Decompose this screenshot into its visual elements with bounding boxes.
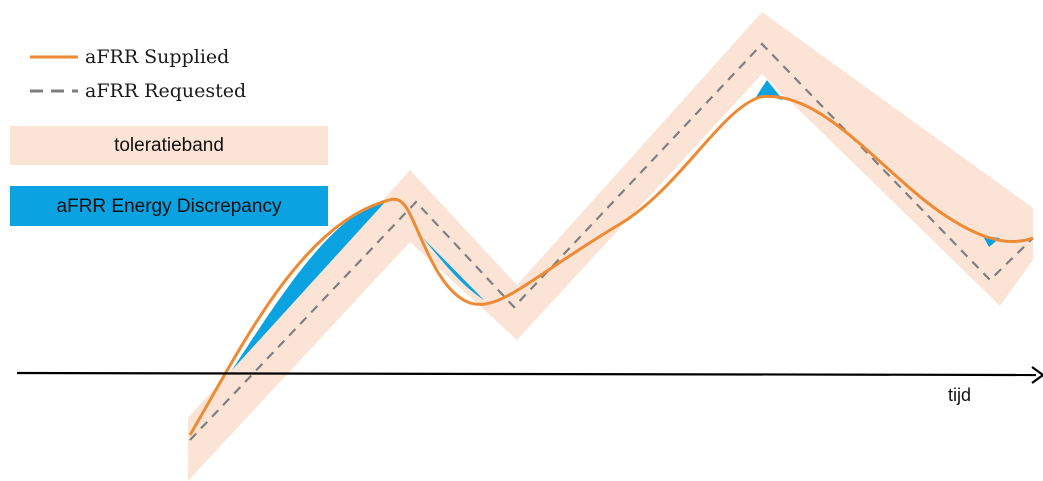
time-axis-line [17, 373, 1036, 375]
legend-supplied-label: aFRR Supplied [85, 46, 229, 68]
requested-line [190, 44, 1033, 440]
time-axis: tijd [17, 367, 1043, 405]
x-axis-label: tijd [948, 385, 971, 405]
legend-requested-label: aFRR Requested [85, 80, 246, 102]
legend-discrepancy-label: aFRR Energy Discrepancy [57, 196, 282, 217]
legend-band-label: toleratieband [114, 135, 224, 156]
legend: aFRR Supplied aFRR Requested toleratieba… [10, 46, 328, 226]
